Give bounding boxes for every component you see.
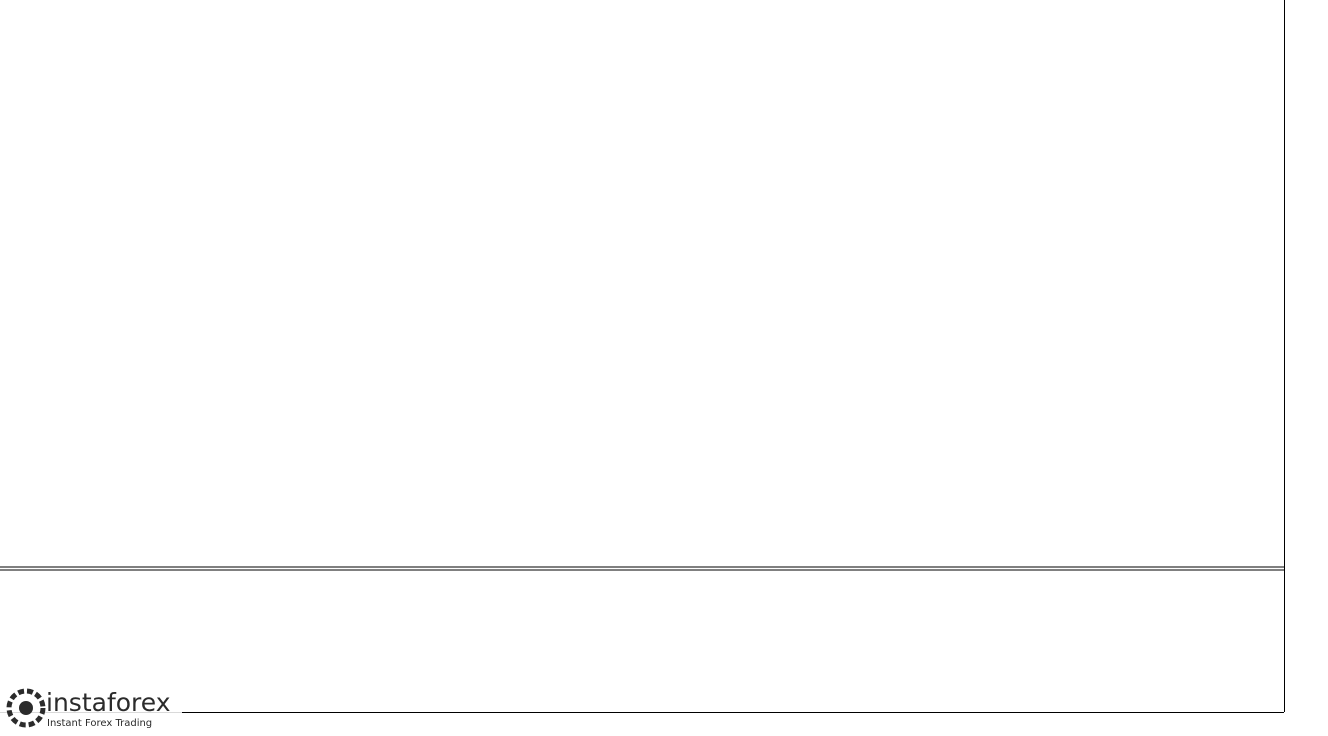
logo-icon (6, 688, 46, 728)
logo-tagline: Instant Forex Trading (47, 718, 152, 729)
logo-icon (19, 701, 33, 715)
logo: instaforex Instant Forex Trading (0, 684, 182, 732)
logo-name: instaforex (46, 688, 171, 717)
